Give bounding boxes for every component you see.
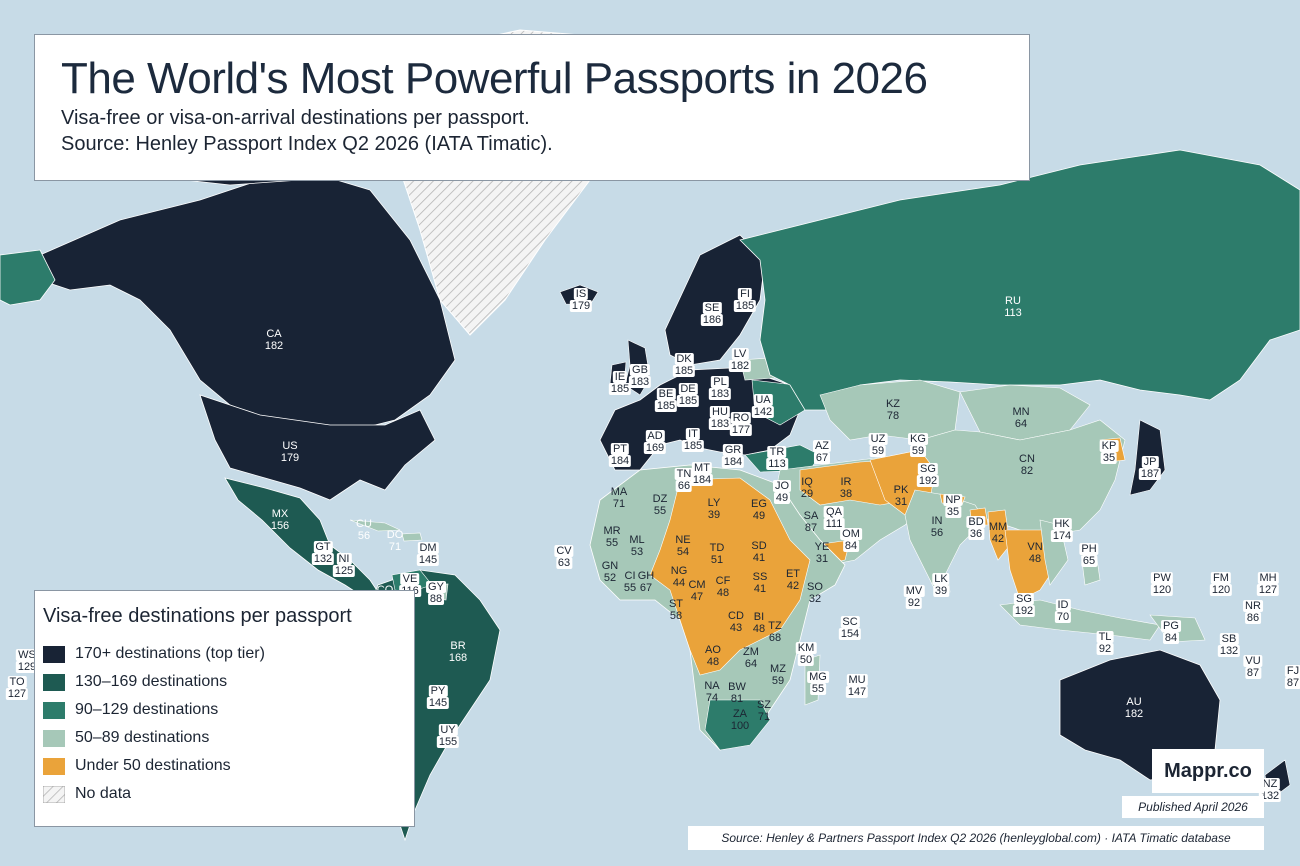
source-note: Source: Henley & Partners Passport Index… <box>688 826 1264 850</box>
legend-label: 130–169 destinations <box>75 673 228 690</box>
title-box: The World's Most Powerful Passports in 2… <box>34 34 1030 181</box>
usa-shape <box>199 394 436 501</box>
legend-label: 90–129 destinations <box>75 701 219 718</box>
legend-item-tier5: Under 50 destinations <box>43 752 414 780</box>
published-date: Published April 2026 <box>1122 796 1264 818</box>
legend-swatch-tier3 <box>43 701 65 719</box>
legend-label: No data <box>75 785 132 802</box>
legend-swatch-tier4 <box>43 729 65 747</box>
legend-item-nodata: No data <box>43 780 414 808</box>
legend-swatch-nodata <box>43 785 65 803</box>
guyana-shape <box>431 583 449 601</box>
russia-shape <box>739 149 1300 411</box>
alaska-shape <box>0 249 56 306</box>
legend-item-tier1: 170+ destinations (top tier) <box>43 640 414 668</box>
subtitle-line-1: Visa-free or visa-on-arrival destination… <box>61 107 530 129</box>
brand-logo[interactable]: Mappr.co <box>1152 749 1264 793</box>
legend-swatch-tier5 <box>43 757 65 775</box>
myanmar-shape <box>987 509 1011 561</box>
sri-lanka-shape <box>939 577 951 594</box>
madagascar-shape <box>804 654 821 706</box>
map-title: The World's Most Powerful Passports in 2… <box>61 54 928 103</box>
legend-item-tier4: 50–89 destinations <box>43 724 414 752</box>
southern-africa-shape <box>704 699 771 751</box>
legend-item-tier2: 130–169 destinations <box>43 668 414 696</box>
cuba-shape <box>349 519 401 532</box>
bangladesh-shape <box>969 507 989 526</box>
legend-label: 170+ destinations (top tier) <box>75 645 265 662</box>
legend-item-tier3: 90–129 destinations <box>43 696 414 724</box>
legend-label: 50–89 destinations <box>75 729 210 746</box>
africa-low-tier-shape <box>649 477 811 676</box>
ireland-shape <box>609 361 627 386</box>
legend: Visa-free destinations per passport 170+… <box>34 590 415 827</box>
legend-swatch-tier2 <box>43 673 65 691</box>
subtitle-line-2: Source: Henley Passport Index Q2 2026 (I… <box>61 133 553 155</box>
legend-swatch-tier1 <box>43 645 65 663</box>
hispaniola-shape <box>401 532 423 542</box>
legend-title: Visa-free destinations per passport <box>43 605 352 627</box>
legend-label: Under 50 destinations <box>75 757 231 774</box>
